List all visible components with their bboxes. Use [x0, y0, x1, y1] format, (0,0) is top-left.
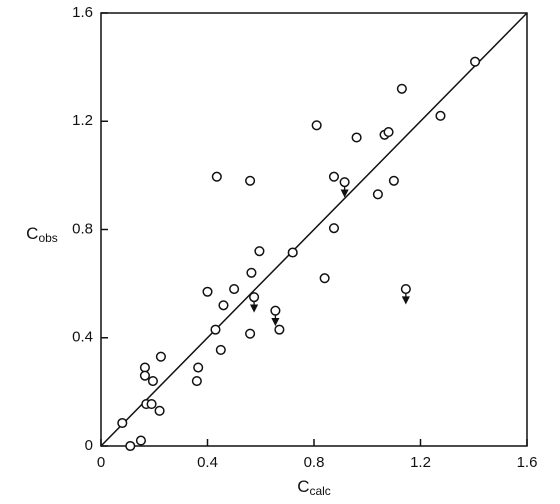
data-point: [396, 83, 407, 94]
data-point: [139, 370, 150, 381]
upper-limit-arrow: [401, 293, 410, 305]
data-point: [146, 399, 157, 410]
y-tick-label: 1.6: [72, 4, 93, 21]
data-point: [311, 120, 322, 131]
x-label-subscript: calc: [309, 484, 330, 498]
data-point: [245, 328, 256, 339]
y-label-symbol: C: [26, 224, 38, 243]
data-point: [319, 273, 330, 284]
y-tick-label: 0.8: [72, 220, 93, 237]
data-point: [210, 324, 221, 335]
data-point: [254, 246, 265, 257]
data-point: [249, 292, 260, 303]
data-point: [135, 435, 146, 446]
data-point: [245, 175, 256, 186]
x-tick-label: 1.2: [410, 454, 431, 471]
data-point: [328, 223, 340, 234]
data-point: [274, 324, 285, 335]
upper-limit-arrow: [340, 186, 349, 198]
y-tick-label: 1.2: [72, 112, 93, 129]
y-tick-label: 0.4: [72, 329, 93, 346]
data-point: [191, 376, 202, 387]
data-point: [218, 300, 229, 311]
data-point: [351, 132, 362, 143]
x-axis-label: Ccalc: [297, 477, 331, 498]
data-point: [125, 440, 136, 452]
x-tick-label: 0.8: [304, 454, 325, 471]
data-point: [435, 110, 446, 121]
data-point: [193, 362, 204, 373]
data-point: [154, 405, 165, 416]
upper-limit-arrow: [250, 301, 259, 313]
data-point: [470, 56, 481, 67]
data-point: [339, 177, 350, 188]
data-point: [139, 362, 150, 373]
x-tick-label: 1.6: [517, 454, 538, 471]
y-tick-label: 0: [85, 437, 93, 454]
data-point: [372, 189, 383, 200]
data-point: [287, 247, 298, 258]
data-point: [215, 344, 226, 355]
data-point: [328, 171, 340, 182]
data-point: [202, 286, 213, 297]
data-point: [229, 283, 240, 295]
data-point: [388, 175, 399, 186]
data-point: [147, 376, 158, 387]
data-point: [211, 171, 222, 182]
upper-limit-arrow: [271, 314, 280, 327]
data-point: [270, 305, 281, 316]
data-point: [246, 267, 257, 278]
x-tick-label: 0.4: [197, 454, 218, 471]
data-point: [117, 417, 128, 429]
y-label-subscript: obs: [38, 231, 57, 245]
data-point: [155, 351, 166, 362]
x-label-symbol: C: [297, 477, 309, 496]
y-axis-label: Cobs: [26, 224, 58, 245]
data-point: [400, 283, 411, 295]
identity-line: [100, 12, 528, 447]
x-tick-label: 0: [97, 454, 105, 471]
data-point: [383, 127, 394, 138]
